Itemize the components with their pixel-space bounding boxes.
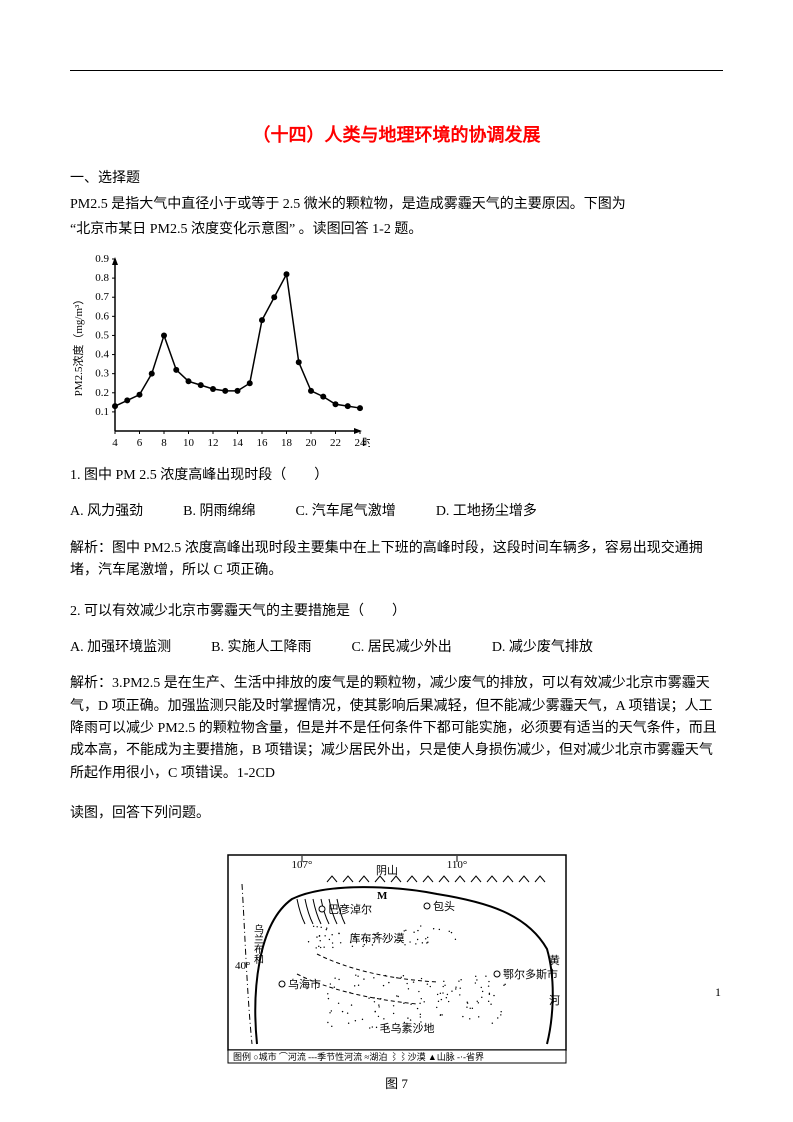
svg-text:12: 12 bbox=[208, 437, 219, 449]
q2-tail: 读图，回答下列问题。 bbox=[70, 803, 723, 825]
q1-option-a: A. 风力强劲 bbox=[70, 501, 143, 523]
q2-stem: 2. 可以有效减少北京市雾霾天气的主要措施是（ ） bbox=[70, 601, 723, 623]
svg-text:0.8: 0.8 bbox=[95, 272, 109, 284]
svg-text:河: 河 bbox=[549, 994, 560, 1007]
q2-option-c: C. 居民减少外出 bbox=[351, 637, 451, 659]
q2-options: A. 加强环境监测 B. 实施人工降雨 C. 居民减少外出 D. 减少废气排放 bbox=[70, 637, 723, 659]
q1-analysis: 解析：图中 PM2.5 浓度高峰出现时段主要集中在上下班的高峰时段，这段时间车辆… bbox=[70, 538, 723, 583]
svg-text:0.1: 0.1 bbox=[95, 406, 109, 418]
svg-text:毛乌素沙地: 毛乌素沙地 bbox=[379, 1021, 434, 1035]
svg-text:10: 10 bbox=[183, 437, 195, 449]
svg-text:乌兰布和: 乌兰布和 bbox=[251, 922, 263, 964]
q1-option-b: B. 阴雨绵绵 bbox=[183, 501, 255, 523]
svg-text:8: 8 bbox=[161, 437, 167, 449]
q1-options: A. 风力强劲 B. 阴雨绵绵 C. 汽车尾气激增 D. 工地扬尘增多 bbox=[70, 501, 723, 523]
svg-text:阴山: 阴山 bbox=[376, 864, 398, 877]
svg-text:黄: 黄 bbox=[549, 953, 560, 967]
svg-text:包头: 包头 bbox=[433, 900, 455, 913]
svg-text:18: 18 bbox=[281, 437, 293, 449]
q2-option-b: B. 实施人工降雨 bbox=[211, 637, 311, 659]
svg-text:乌海市: 乌海市 bbox=[288, 977, 321, 991]
svg-text:库布齐沙漠: 库布齐沙漠 bbox=[349, 931, 404, 945]
page-number: 1 bbox=[715, 983, 721, 1002]
map-figure: 107°110°阴山库布齐沙漠毛乌素沙地巴彦淖尔包头乌海市鄂尔多斯市M黄河40°… bbox=[70, 854, 723, 1095]
svg-text:0.3: 0.3 bbox=[95, 368, 109, 380]
q2-option-a: A. 加强环境监测 bbox=[70, 637, 171, 659]
svg-text:0.2: 0.2 bbox=[95, 387, 109, 399]
svg-text:4: 4 bbox=[112, 437, 118, 449]
q2-analysis: 解析：3.PM2.5 是在生产、生活中排放的废气是的颗粒物，减少废气的排放，可以… bbox=[70, 673, 723, 785]
title-text: （十四）人类与地理环境的协调发展 bbox=[253, 125, 541, 145]
svg-text:PM2.5浓度（mg/m³）: PM2.5浓度（mg/m³） bbox=[71, 294, 85, 397]
line-chart-svg: 0.1 0.2 0.3 0.4 0.5 0.6 0.7 0.8 0.9 4 6 8 10 12 14 16 18… bbox=[70, 249, 370, 459]
q1-option-c: C. 汽车尾气激增 bbox=[295, 501, 395, 523]
svg-text:0.6: 0.6 bbox=[95, 310, 109, 322]
page-title: （十四）人类与地理环境的协调发展 bbox=[70, 121, 723, 150]
q1-stem: 1. 图中 PM 2.5 浓度高峰出现时段（ ） bbox=[70, 465, 723, 487]
q1-option-d: D. 工地扬尘增多 bbox=[436, 501, 537, 523]
intro-line-2: “北京市某日 PM2.5 浓度变化示意图” 。读图回答 1-2 题。 bbox=[70, 219, 723, 241]
svg-text:20: 20 bbox=[306, 437, 318, 449]
svg-text:0.4: 0.4 bbox=[95, 349, 109, 361]
svg-text:时: 时 bbox=[362, 436, 370, 449]
q2-option-d: D. 减少废气排放 bbox=[492, 637, 593, 659]
intro-line-1: PM2.5 是指大气中直径小于或等于 2.5 微米的颗粒物，是造成雾霾天气的主要… bbox=[70, 194, 723, 216]
svg-text:22: 22 bbox=[330, 437, 341, 449]
svg-text:0.7: 0.7 bbox=[95, 291, 109, 303]
svg-text:16: 16 bbox=[257, 437, 269, 449]
svg-text:M: M bbox=[377, 890, 388, 902]
svg-text:0.9: 0.9 bbox=[95, 253, 109, 265]
svg-text:40°: 40° bbox=[235, 960, 250, 972]
svg-text:14: 14 bbox=[232, 437, 244, 449]
top-horizontal-rule bbox=[70, 70, 723, 71]
svg-text:鄂尔多斯市: 鄂尔多斯市 bbox=[503, 967, 558, 981]
svg-text:0.5: 0.5 bbox=[95, 329, 109, 341]
svg-text:6: 6 bbox=[137, 437, 143, 449]
svg-text:巴彦淖尔: 巴彦淖尔 bbox=[328, 902, 372, 916]
pm25-chart: 0.1 0.2 0.3 0.4 0.5 0.6 0.7 0.8 0.9 4 6 8 10 12 14 16 18… bbox=[70, 249, 723, 459]
section-heading: 一、选择题 bbox=[70, 168, 723, 190]
map-svg: 107°110°阴山库布齐沙漠毛乌素沙地巴彦淖尔包头乌海市鄂尔多斯市M黄河40°… bbox=[227, 854, 567, 1064]
svg-text:图例 ○城市 ⌒河流 ---季节性河流 ≈湖泊 ⌇⌇沙漠 ▲: 图例 ○城市 ⌒河流 ---季节性河流 ≈湖泊 ⌇⌇沙漠 ▲山脉 -·-省界 bbox=[233, 1051, 484, 1062]
map-caption: 图 7 bbox=[70, 1074, 723, 1095]
